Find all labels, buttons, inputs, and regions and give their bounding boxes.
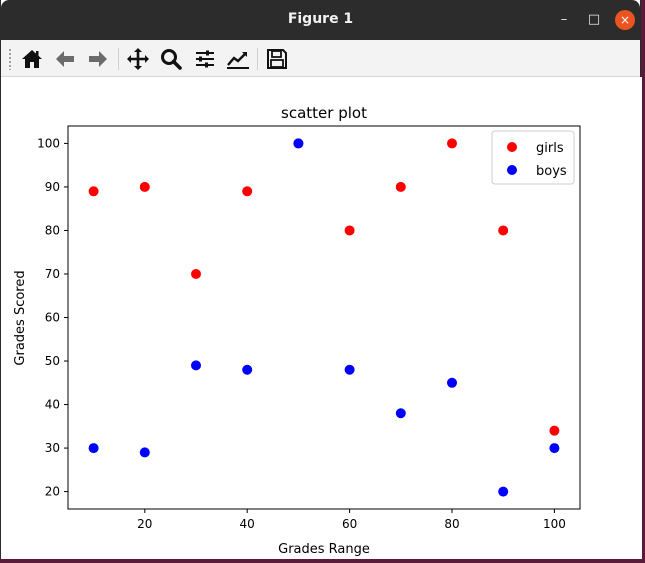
edit-axis-button[interactable] — [224, 45, 252, 73]
data-point-boys — [242, 364, 253, 375]
zoom-button[interactable] — [157, 45, 185, 73]
y-tick-label: 20 — [45, 485, 60, 499]
save-disk-icon — [267, 49, 287, 69]
x-tick-label: 100 — [543, 517, 566, 531]
legend-label-boys: boys — [536, 164, 567, 179]
forward-arrow-icon — [89, 51, 107, 67]
x-tick-label: 20 — [137, 517, 152, 531]
toolbar-grip-icon[interactable] — [8, 48, 12, 70]
toolbar-separator — [118, 48, 119, 70]
configure-subplots-icon — [196, 50, 214, 68]
data-point-girls — [191, 268, 201, 279]
data-point-boys — [549, 443, 560, 454]
pan-button[interactable] — [124, 45, 152, 73]
chart-title: scatter plot — [281, 104, 367, 122]
figure-canvas[interactable]: 20 40 60 80 100 20 30 40 50 60 70 80 90 100 scatter p… — [1, 77, 642, 559]
toolbar-separator — [257, 48, 258, 70]
home-icon — [22, 50, 42, 68]
data-point-girls — [395, 181, 406, 192]
x-tick-label: 80 — [444, 517, 459, 531]
data-point-boys — [139, 447, 150, 458]
edit-axis-icon — [227, 52, 249, 69]
data-point-girls — [344, 225, 355, 236]
y-tick-label: 30 — [45, 441, 60, 455]
data-point-boys — [498, 486, 509, 497]
pan-move-icon — [127, 48, 149, 70]
legend-marker-girls — [507, 142, 517, 152]
data-point-girls — [447, 138, 457, 149]
save-button[interactable] — [263, 45, 291, 73]
legend-label-girls: girls — [536, 141, 564, 156]
y-tick-label: 80 — [45, 223, 60, 237]
data-point-girls — [88, 186, 99, 197]
x-tick-label: 40 — [240, 517, 255, 531]
x-tick-label: 60 — [342, 517, 357, 531]
window-title: Figure 1 — [287, 11, 354, 27]
y-tick-label: 90 — [45, 180, 60, 194]
data-point-girls — [139, 181, 150, 192]
data-point-girls — [242, 186, 253, 197]
y-tick-label: 40 — [45, 398, 60, 412]
maximize-button[interactable]: □ — [587, 12, 601, 27]
data-point-boys — [344, 364, 355, 375]
navigation-toolbar — [1, 40, 640, 77]
y-tick-label: 100 — [37, 136, 60, 150]
y-tick-label: 60 — [45, 311, 60, 325]
data-point-girls — [498, 225, 509, 236]
zoom-magnifier-icon — [161, 49, 182, 70]
home-button[interactable] — [18, 45, 46, 73]
back-button[interactable] — [51, 45, 79, 73]
back-arrow-icon — [56, 51, 74, 67]
configure-subplots-button[interactable] — [191, 45, 219, 73]
x-axis-label: Grades Range — [278, 542, 370, 557]
legend-marker-boys — [507, 165, 517, 175]
minimize-button[interactable]: – — [560, 12, 568, 27]
data-point-boys — [191, 360, 201, 371]
data-point-boys — [88, 443, 99, 454]
legend: girls boys — [491, 130, 575, 185]
forward-button[interactable] — [84, 45, 112, 73]
axes-frame — [67, 125, 581, 510]
title-bar[interactable]: Figure 1 – □ × — [1, 0, 640, 40]
data-point-boys — [293, 138, 304, 149]
data-point-girls — [549, 425, 560, 436]
data-point-boys — [447, 377, 457, 388]
y-tick-label: 50 — [45, 354, 60, 368]
close-button[interactable]: × — [615, 10, 635, 30]
scatter-chart: 20 40 60 80 100 20 30 40 50 60 70 80 90 100 scatter p… — [13, 104, 581, 557]
axes-background — [68, 126, 580, 509]
data-point-boys — [395, 408, 406, 419]
y-tick-label: 70 — [45, 267, 60, 281]
y-axis-label: Grades Scored — [13, 270, 28, 365]
